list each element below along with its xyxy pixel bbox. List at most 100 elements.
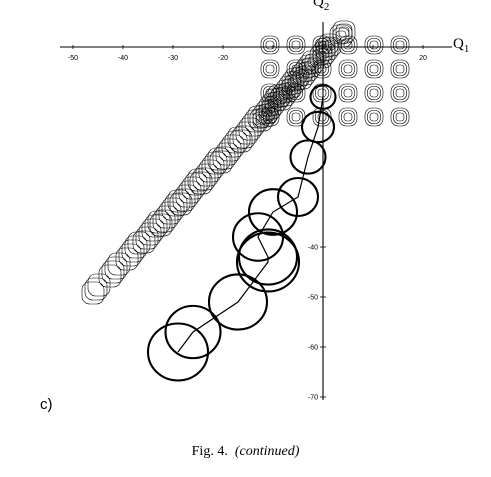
contour-ring xyxy=(215,142,239,166)
contour-ring xyxy=(291,88,301,98)
contour-ring xyxy=(135,226,159,250)
contour-ring xyxy=(289,110,303,124)
y-tick-label: -60 xyxy=(308,345,318,352)
contour-ring xyxy=(341,86,355,100)
contour-ring xyxy=(289,86,303,100)
contour-ring xyxy=(341,110,355,124)
contour-ring xyxy=(289,66,313,90)
contour-ring xyxy=(229,129,253,153)
contour-ring xyxy=(317,64,327,74)
contour-ring xyxy=(195,163,219,187)
contour-ring xyxy=(289,38,303,52)
contour-ring xyxy=(338,107,358,127)
contour-ring xyxy=(312,59,332,79)
contour-ring xyxy=(289,62,303,76)
contour-ring xyxy=(275,93,287,105)
contour-ring xyxy=(390,107,410,127)
contour-ring xyxy=(286,35,306,55)
contour-ring xyxy=(263,62,277,76)
contour-ring xyxy=(341,62,355,76)
contour-ring xyxy=(152,209,176,233)
x-tick-label: -20 xyxy=(218,55,228,62)
contour-ring xyxy=(343,40,353,50)
contour-ring xyxy=(189,171,213,195)
contour-ring xyxy=(286,59,306,79)
contour-ring xyxy=(260,35,280,55)
contour-ring xyxy=(390,83,410,103)
x-tick-label: -40 xyxy=(118,55,128,62)
contour-ring xyxy=(263,38,277,52)
contour-ring xyxy=(335,23,353,41)
figure-plot: -50 -40 -30 -20 20 -40 -50 -60 -70 xyxy=(60,20,452,402)
contour-ring xyxy=(265,64,275,74)
trajectory-loop xyxy=(289,139,327,175)
contour-ring xyxy=(390,35,410,55)
contour-ring xyxy=(291,112,301,122)
contour-ring xyxy=(395,112,405,122)
contour-ring xyxy=(291,64,301,74)
trajectory-loop xyxy=(237,228,299,286)
contour-ring xyxy=(132,230,156,254)
contour-ring xyxy=(393,110,407,124)
contour-ring xyxy=(265,88,275,98)
contour-ring xyxy=(338,35,358,55)
x-axis-label: Q1 xyxy=(453,36,470,55)
contour-ring xyxy=(343,88,353,98)
y-tick-label: -70 xyxy=(308,395,318,402)
contour-ring xyxy=(390,59,410,79)
contour-ring xyxy=(338,83,358,103)
contour-ring xyxy=(315,86,329,100)
contour-ring xyxy=(395,64,405,74)
trajectory-loop xyxy=(164,304,222,360)
contour-ring xyxy=(338,59,358,79)
contour-ring xyxy=(315,51,327,63)
contour-ring xyxy=(192,167,216,191)
contour-ring xyxy=(367,110,381,124)
trajectory-loop xyxy=(207,273,269,331)
contour-ring xyxy=(369,40,379,50)
axes xyxy=(60,22,452,400)
contour-ring xyxy=(101,260,125,284)
contour-ring xyxy=(369,112,379,122)
contour-ring xyxy=(364,83,384,103)
y-axis-label: Q2 xyxy=(313,0,330,13)
contour-ring xyxy=(393,86,407,100)
contour-ring xyxy=(212,146,236,170)
trajectory-loop xyxy=(276,176,320,218)
contour-ring xyxy=(395,40,405,50)
contour-ring xyxy=(364,35,384,55)
contour-ring xyxy=(369,64,379,74)
contour-plot: -50 -40 -30 -20 20 -40 -50 -60 -70 xyxy=(60,20,452,402)
contour-ring xyxy=(235,121,259,145)
contour-ring xyxy=(393,62,407,76)
contour-ring xyxy=(343,112,353,122)
contour-ring xyxy=(260,59,280,79)
contour-ring xyxy=(252,111,270,129)
contour-ring xyxy=(263,110,277,124)
contour-ring xyxy=(317,40,327,50)
axis-ticks: -50 -40 -30 -20 20 -40 -50 -60 -70 xyxy=(68,45,427,402)
contour-ring xyxy=(81,281,105,305)
contour-ring xyxy=(265,112,275,122)
contour-ring xyxy=(172,188,196,212)
trajectory-loop xyxy=(235,231,301,293)
contour-ring xyxy=(260,107,280,127)
contour-ring xyxy=(249,108,273,132)
contour-ring xyxy=(369,88,379,98)
contour-ring xyxy=(84,277,108,301)
contour-ring xyxy=(118,243,142,267)
panel-label: c) xyxy=(40,396,53,413)
contour-ring xyxy=(364,107,384,127)
potential-contours xyxy=(81,20,410,305)
contour-ring xyxy=(175,184,199,208)
contour-ring xyxy=(312,35,332,55)
contour-ring xyxy=(286,83,306,103)
contour-ring xyxy=(343,64,353,74)
y-tick-label: -40 xyxy=(308,245,318,252)
contour-ring xyxy=(309,45,333,69)
contour-ring xyxy=(341,38,355,52)
contour-ring xyxy=(393,38,407,52)
contour-ring xyxy=(317,88,327,98)
y-tick-label: -50 xyxy=(308,295,318,302)
trajectory-path xyxy=(177,96,324,353)
